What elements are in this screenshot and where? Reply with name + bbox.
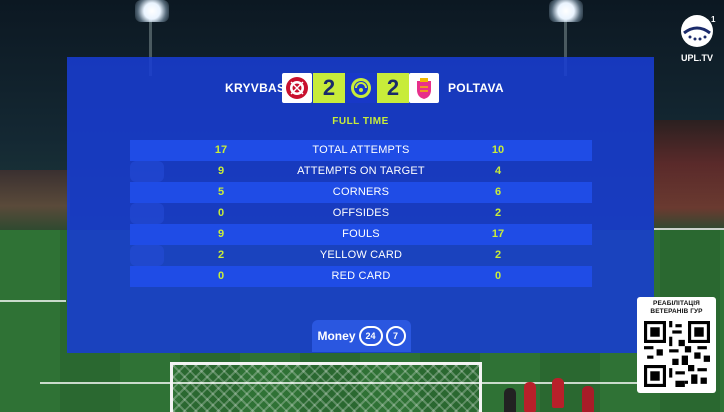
- sponsor-number: 24: [358, 326, 383, 346]
- qr-promo: РЕАБІЛІТАЦІЯ ВЕТЕРАНІВ ГУР: [637, 297, 716, 393]
- stat-row: 17 TOTAL ATTEMPTS 10: [130, 140, 592, 161]
- floodlight-left: [135, 0, 169, 22]
- stat-away-value: 2: [494, 207, 502, 219]
- sponsor-name: Money: [317, 329, 356, 343]
- stat-label: OFFSIDES: [332, 207, 390, 219]
- stat-home-value: 0: [217, 207, 225, 219]
- promo-text: РЕАБІЛІТАЦІЯ ВЕТЕРАНІВ ГУР: [639, 300, 714, 316]
- stat-home-value: 9: [217, 228, 225, 240]
- player: [552, 378, 564, 408]
- upl-logo-icon: [346, 73, 376, 103]
- stat-row: 2 YELLOW CARD 2: [130, 245, 501, 266]
- stand-left: [0, 170, 70, 230]
- stat-home-value: 17: [214, 144, 228, 156]
- stat-home-value: 9: [217, 165, 225, 177]
- poltava-crest-icon: [409, 73, 439, 103]
- scoreline: KRYVBAS 2 2 POLTA: [67, 71, 654, 105]
- stat-home-value: 5: [217, 186, 225, 198]
- stand-right: [654, 120, 724, 230]
- promo-line: ВЕТЕРАНІВ ГУР: [650, 308, 703, 315]
- upl-ball-icon: [681, 15, 713, 47]
- floodlight-pole-left: [149, 16, 152, 76]
- stat-away-value: 10: [491, 144, 505, 156]
- stat-row: 9 ATTEMPTS ON TARGET 4: [130, 161, 501, 182]
- player: [582, 386, 594, 412]
- player: [504, 388, 516, 412]
- sponsor-logo: Money 24 7: [312, 320, 411, 352]
- stat-away-value: 4: [494, 165, 502, 177]
- home-team-name: KRYVBAS: [225, 81, 286, 95]
- stat-away-value: 17: [491, 228, 505, 240]
- pitch-line-box: [40, 382, 640, 384]
- pitch-line-left: [0, 300, 66, 302]
- home-score: 2: [313, 73, 345, 103]
- pitch-line-right: [654, 228, 724, 230]
- stat-away-value: 2: [494, 249, 502, 261]
- stat-away-value: 6: [494, 186, 502, 198]
- stat-row: 5 CORNERS 6: [130, 182, 592, 203]
- player: [524, 382, 536, 412]
- stat-label: FOULS: [342, 228, 380, 240]
- stat-row: 0 OFFSIDES 2: [130, 203, 501, 224]
- floodlight-right: [549, 0, 583, 22]
- channel-number: 1: [711, 15, 716, 24]
- stat-away-value: 0: [494, 270, 502, 282]
- channel-name: UPL.TV: [680, 53, 713, 63]
- stat-home-value: 2: [217, 249, 225, 261]
- sponsor-number: 7: [385, 326, 406, 346]
- stat-label: ATTEMPTS ON TARGET: [297, 165, 425, 177]
- stat-row: 0 RED CARD 0: [130, 266, 592, 287]
- stat-row: 9 FOULS 17: [130, 224, 592, 245]
- stat-label: YELLOW CARD: [319, 249, 403, 261]
- goal-net: [170, 362, 482, 412]
- stat-home-value: 0: [217, 270, 225, 282]
- kryvbas-crest-icon: [282, 73, 312, 103]
- qr-code-icon: [644, 321, 710, 387]
- match-status: FULL TIME: [332, 116, 389, 127]
- stat-label: TOTAL ATTEMPTS: [312, 144, 410, 156]
- match-stats-panel: KRYVBAS 2 2 POLTA: [67, 57, 654, 353]
- stats-table: 17 TOTAL ATTEMPTS 10 9 ATTEMPTS ON TARGE…: [130, 140, 592, 287]
- floodlight-pole-right: [564, 16, 567, 76]
- stat-label: CORNERS: [332, 186, 390, 198]
- away-team-name: POLTAVA: [448, 81, 504, 95]
- stat-label: RED CARD: [331, 270, 391, 282]
- away-score: 2: [377, 73, 409, 103]
- promo-line: РЕАБІЛІТАЦІЯ: [653, 300, 700, 307]
- channel-logo: 1 UPL.TV: [675, 15, 719, 67]
